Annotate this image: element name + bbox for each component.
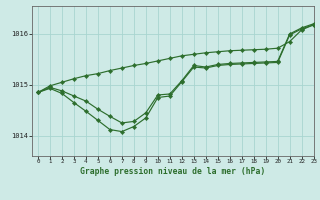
X-axis label: Graphe pression niveau de la mer (hPa): Graphe pression niveau de la mer (hPa)	[80, 167, 265, 176]
